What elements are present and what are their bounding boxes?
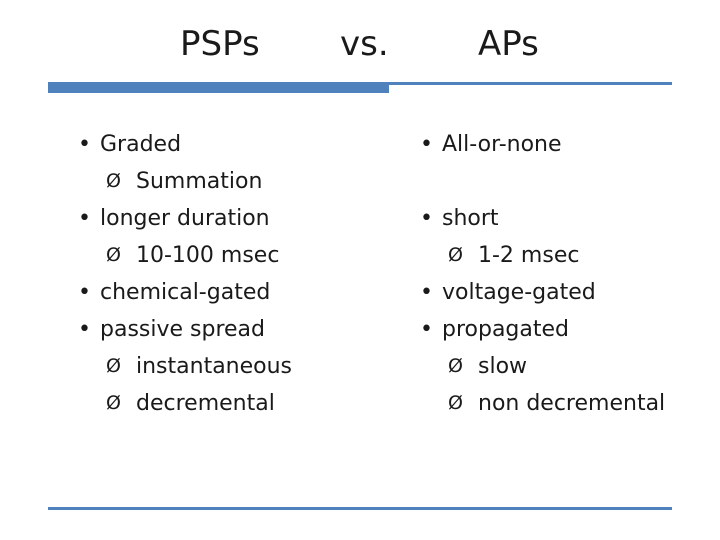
- list-item: • All-or-none: [420, 126, 710, 163]
- list-item-text: propagated: [442, 317, 570, 342]
- list-item-text: chemical-gated: [100, 280, 271, 305]
- list-item: [420, 163, 710, 200]
- list-item-text: Summation: [136, 169, 263, 194]
- arrow-bullet-icon: Ø: [106, 392, 121, 414]
- arrow-bullet-icon: Ø: [448, 244, 463, 266]
- list-item: Ø 10-100 msec: [78, 237, 378, 274]
- bullet-marker: •: [78, 280, 91, 305]
- bullet-marker: •: [420, 206, 433, 231]
- list-item-text: longer duration: [100, 206, 270, 231]
- list-item: • passive spread: [78, 311, 378, 348]
- left-bullet-list: • Graded Ø Summation • longer duration Ø 10-…: [78, 126, 378, 422]
- list-item-text: slow: [478, 354, 528, 379]
- bullet-marker: •: [78, 317, 91, 342]
- list-item: • Graded: [78, 126, 378, 163]
- bottom-divider-line: [48, 507, 672, 510]
- list-item-text: instantaneous: [136, 354, 293, 379]
- bullet-marker: •: [420, 317, 433, 342]
- top-divider-accent-bar: [48, 82, 389, 93]
- list-item-text: decremental: [136, 391, 275, 416]
- title-right: APs: [478, 24, 539, 64]
- list-item-text: short: [442, 206, 499, 231]
- arrow-bullet-icon: Ø: [448, 355, 463, 377]
- list-item: Ø Summation: [78, 163, 378, 200]
- arrow-bullet-icon: Ø: [106, 355, 121, 377]
- list-item-text: 10-100 msec: [136, 243, 280, 268]
- bullet-marker: •: [78, 132, 91, 157]
- list-item-text: passive spread: [100, 317, 265, 342]
- list-item-text: voltage-gated: [442, 280, 596, 305]
- bullet-marker: •: [420, 280, 433, 305]
- arrow-bullet-icon: Ø: [106, 170, 121, 192]
- arrow-bullet-icon: Ø: [106, 244, 121, 266]
- title-middle: vs.: [340, 24, 389, 64]
- list-item: • propagated: [420, 311, 710, 348]
- right-bullet-list: • All-or-none • short Ø 1-2 msec • voltage-g…: [420, 126, 710, 422]
- list-item: • voltage-gated: [420, 274, 710, 311]
- bullet-marker: •: [78, 206, 91, 231]
- list-item: • short: [420, 200, 710, 237]
- arrow-bullet-icon: Ø: [448, 392, 463, 414]
- list-item-text: Graded: [100, 132, 182, 157]
- list-item: • chemical-gated: [78, 274, 378, 311]
- list-item-text: 1-2 msec: [478, 243, 580, 268]
- list-item-text: All-or-none: [442, 132, 562, 157]
- list-item: • longer duration: [78, 200, 378, 237]
- bullet-marker: •: [420, 132, 433, 157]
- list-item-text: non decremental: [478, 391, 666, 416]
- title-left: PSPs: [180, 24, 260, 64]
- list-item: Ø 1-2 msec: [420, 237, 710, 274]
